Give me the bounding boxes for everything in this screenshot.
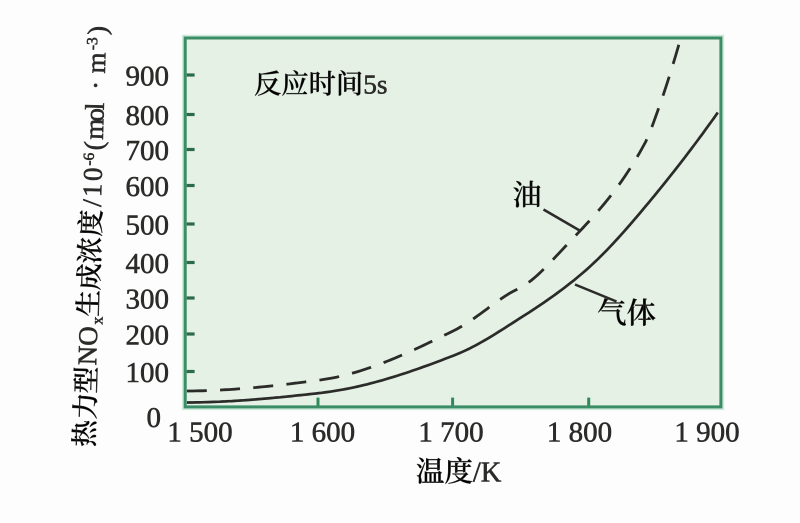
svg-text:500: 500 — [126, 209, 170, 241]
svg-text:100: 100 — [126, 357, 170, 389]
svg-text:1 500: 1 500 — [167, 417, 232, 449]
svg-text:0: 0 — [147, 402, 162, 434]
svg-text:1 900: 1 900 — [674, 417, 739, 449]
svg-text:m: m — [79, 118, 110, 140]
svg-text:800: 800 — [126, 100, 170, 132]
svg-text:m: m — [81, 52, 112, 74]
svg-text:400: 400 — [126, 248, 170, 280]
svg-text:l: l — [80, 102, 110, 110]
svg-text:): ) — [82, 25, 112, 35]
svg-text:1: 1 — [77, 183, 107, 197]
svg-text:NO: NO — [72, 326, 103, 366]
svg-text:900: 900 — [126, 60, 170, 92]
svg-text:1 700: 1 700 — [418, 417, 483, 449]
svg-text:200: 200 — [126, 319, 170, 351]
svg-text:x: x — [89, 316, 106, 325]
svg-text:5s: 5s — [363, 69, 387, 99]
svg-text:·: · — [80, 80, 110, 90]
svg-text:1 800: 1 800 — [547, 417, 612, 449]
svg-text:/: / — [77, 198, 107, 207]
svg-text:o: o — [79, 108, 109, 122]
svg-text:/K: /K — [473, 457, 502, 488]
svg-text:700: 700 — [126, 135, 170, 167]
svg-text:0: 0 — [78, 167, 108, 181]
svg-text:300: 300 — [126, 283, 170, 315]
svg-text:600: 600 — [126, 171, 170, 203]
svg-text:-3: -3 — [84, 37, 101, 51]
svg-text:(: ( — [79, 141, 109, 151]
svg-text:-6: -6 — [81, 152, 98, 166]
svg-text:1 600: 1 600 — [290, 417, 355, 449]
